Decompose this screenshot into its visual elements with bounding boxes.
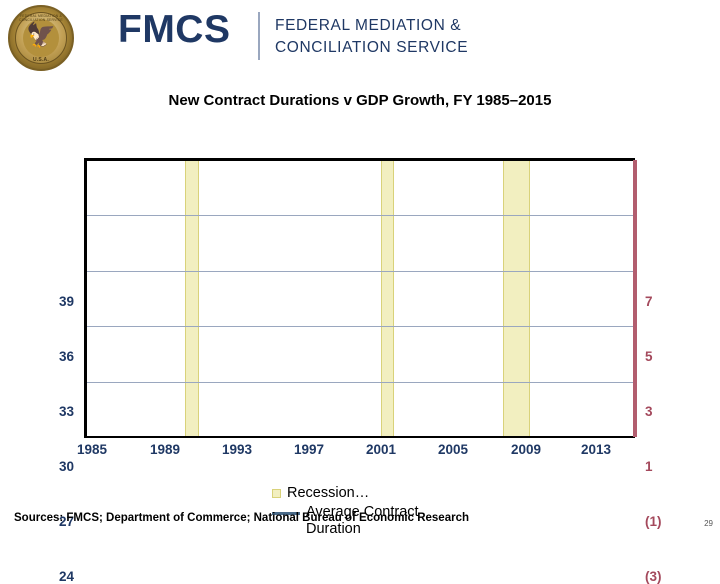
gridline-36: [84, 215, 635, 217]
x-tick-1993: 1993: [221, 442, 253, 457]
legend-label-recession: Recession…: [287, 485, 370, 501]
legend-label-contract-duration: Average Contract Duration: [306, 503, 419, 538]
axis-left: [84, 160, 87, 437]
y-tick-right-4: 5: [645, 349, 653, 364]
y-tick-left-2: 30: [58, 459, 74, 474]
chart-legend: Recession… Average Contract Duration: [272, 485, 456, 540]
contract-duration-swatch-icon: [272, 511, 300, 515]
axis-bottom: [84, 436, 635, 438]
y-tick-right-0: (3): [645, 569, 662, 584]
recession-swatch-icon: [272, 489, 281, 498]
seal-top-text: FEDERAL MEDIATION & CONCILIATION SERVICE: [19, 14, 63, 22]
axis-right: [633, 160, 637, 437]
y-tick-right-2: 1: [645, 459, 653, 474]
y-tick-left-4: 36: [58, 349, 74, 364]
recession-band-2001: [381, 160, 394, 437]
chart-container: Months % GDP Growth 24 27 30 33 36 39 (3…: [0, 140, 720, 584]
seal-bottom-text: U.S.A.: [33, 57, 49, 63]
gridline-27: [84, 381, 635, 383]
fmcs-wordmark: FMCS: [118, 8, 231, 51]
y-tick-right-3: 3: [645, 404, 653, 419]
legend-item-recession: Recession…: [272, 485, 456, 503]
gridline-30: [84, 326, 635, 328]
page-number: 29: [704, 519, 713, 528]
x-tick-2009: 2009: [510, 442, 542, 457]
agency-name-line-2: CONCILIATION SERVICE: [275, 39, 469, 56]
y-tick-left-1: 27: [58, 514, 74, 529]
x-tick-1989: 1989: [149, 442, 181, 457]
recession-band-2008: [503, 160, 530, 437]
y-tick-left-3: 33: [58, 404, 74, 419]
y-tick-right-1: (1): [645, 514, 662, 529]
y-tick-left-5: 39: [58, 294, 74, 309]
sources-note: Sources: FMCS; Department of Commerce; N…: [14, 512, 469, 524]
y-tick-right-5: 7: [645, 294, 653, 309]
plot-area: [84, 160, 635, 437]
x-tick-1997: 1997: [293, 442, 325, 457]
page-title: New Contract Durations v GDP Growth, FY …: [168, 92, 552, 109]
axis-top: [84, 158, 635, 161]
header-divider: [258, 12, 260, 60]
x-tick-2001: 2001: [365, 442, 397, 457]
x-tick-2005: 2005: [437, 442, 469, 457]
gridline-33: [84, 270, 635, 272]
fmcs-seal-icon: FEDERAL MEDIATION & CONCILIATION SERVICE…: [8, 5, 74, 71]
recession-band-1990: [185, 160, 199, 437]
agency-full-name: FEDERAL MEDIATION & CONCILIATION SERVICE: [275, 15, 468, 59]
agency-name-line-1: FEDERAL MEDIATION &: [275, 17, 462, 34]
y-tick-left-0: 24: [58, 569, 74, 584]
legend-item-contract-duration: Average Contract Duration: [272, 504, 456, 539]
x-tick-2013: 2013: [580, 442, 612, 457]
eagle-icon: 🦅: [26, 22, 56, 50]
x-tick-1985: 1985: [76, 442, 108, 457]
page-header: FEDERAL MEDIATION & CONCILIATION SERVICE…: [0, 0, 720, 78]
